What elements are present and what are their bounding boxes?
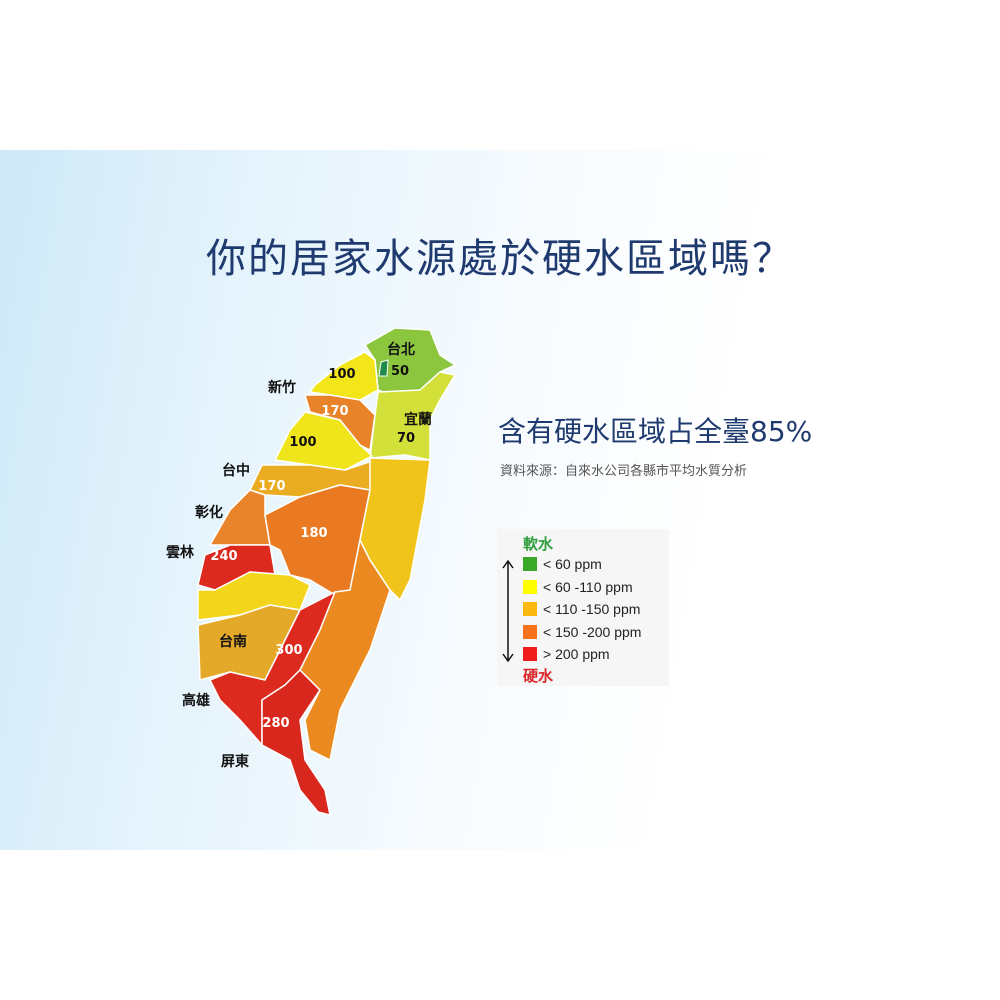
- place-label: 台中: [222, 462, 250, 479]
- region-chiayi: [197, 571, 311, 621]
- place-label: 台南: [219, 633, 247, 650]
- legend-item: < 60 ppm: [523, 555, 602, 573]
- place-label: 屏東: [221, 753, 249, 770]
- subtitle: 含有硬水區域占全臺85%: [498, 415, 813, 448]
- background-panel: [0, 150, 1000, 850]
- region-value-label: 170: [258, 479, 285, 494]
- region-hualien: [359, 457, 431, 601]
- legend-item-label: < 60 ppm: [543, 556, 602, 572]
- region-value-label: 180: [300, 526, 327, 541]
- legend-swatch: [523, 624, 537, 639]
- legend-hard-label: 硬水: [523, 667, 554, 685]
- legend-item: > 200 ppm: [523, 645, 610, 663]
- place-label: 雲林: [166, 544, 194, 561]
- region-hsinchu-north: [309, 351, 379, 401]
- place-label: 台北: [387, 341, 415, 358]
- region-value-label: 100: [289, 435, 316, 450]
- source-note: 資料來源：自來水公司各縣市平均水質分析: [500, 464, 748, 479]
- legend-item-label: > 200 ppm: [543, 646, 610, 662]
- region-value-label: 240: [210, 549, 237, 564]
- region-miaoli: [274, 411, 373, 471]
- legend-item: < 110 -150 ppm: [523, 600, 640, 618]
- place-label: 高雄: [182, 692, 210, 709]
- legend-item-label: < 110 -150 ppm: [543, 601, 641, 617]
- double-arrow-icon: [502, 559, 514, 663]
- place-label: 新竹: [268, 379, 296, 396]
- legend-swatch: [523, 647, 537, 661]
- legend-swatch: [523, 557, 537, 571]
- legend-swatch: [523, 602, 537, 616]
- legend-item: < 60 -110 ppm: [523, 578, 633, 596]
- reservoir-shape: [378, 359, 389, 377]
- region-value-label: 70: [397, 431, 415, 446]
- region-value-label: 100: [328, 367, 355, 382]
- region-taitung: [299, 539, 391, 761]
- legend-item: < 150 -200 ppm: [523, 623, 641, 641]
- place-label: 宜蘭: [404, 411, 432, 428]
- region-value-label: 50: [391, 364, 409, 379]
- region-value-label: 280: [262, 716, 289, 731]
- region-value-label: 300: [275, 643, 302, 658]
- legend-item-label: < 150 -200 ppm: [543, 623, 642, 640]
- region-value-label: 170: [321, 404, 348, 419]
- legend-soft-label: 軟水: [523, 535, 554, 553]
- legend-swatch: [523, 579, 537, 594]
- place-label: 彰化: [195, 504, 223, 521]
- legend: 軟水 < 60 ppm < 60 -110 ppm < 110 -150 ppm < …: [497, 529, 669, 686]
- legend-item-label: < 60 -110 ppm: [543, 578, 633, 595]
- page-title: 你的居家水源處於硬水區域嗎？: [206, 236, 794, 282]
- region-yilan: [369, 371, 456, 461]
